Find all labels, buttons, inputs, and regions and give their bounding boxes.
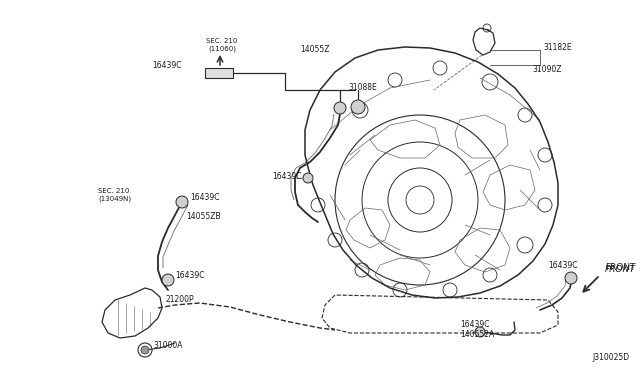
Text: 21200P: 21200P (165, 295, 194, 304)
Text: J310025D: J310025D (593, 353, 630, 362)
Text: (13049N): (13049N) (98, 196, 131, 202)
Circle shape (303, 173, 313, 183)
Circle shape (351, 100, 365, 114)
Text: 140552A: 140552A (460, 330, 494, 339)
Text: 31182E: 31182E (543, 44, 572, 52)
Bar (205, 68, 233, 78)
Text: 31000A: 31000A (153, 340, 182, 350)
Text: 14055ZB: 14055ZB (186, 212, 221, 221)
Text: 16439C: 16439C (175, 270, 205, 279)
Text: FRONT: FRONT (605, 266, 636, 275)
Text: (11060): (11060) (208, 46, 236, 52)
Circle shape (475, 327, 485, 337)
Text: 16439C: 16439C (460, 320, 490, 329)
Circle shape (141, 346, 149, 354)
Text: 31090Z: 31090Z (532, 65, 561, 74)
Circle shape (162, 274, 174, 286)
Text: SEC. 210: SEC. 210 (206, 38, 237, 44)
Text: 31088E: 31088E (348, 83, 377, 92)
Text: FRONT: FRONT (605, 263, 636, 273)
Text: 16439C: 16439C (272, 172, 301, 181)
Circle shape (565, 272, 577, 284)
Text: 14055Z: 14055Z (300, 45, 330, 54)
Text: SEC. 210: SEC. 210 (98, 188, 129, 194)
Circle shape (334, 102, 346, 114)
Text: 16439C: 16439C (152, 61, 182, 71)
Circle shape (176, 196, 188, 208)
Text: 16439C: 16439C (190, 192, 220, 202)
Text: 16439C: 16439C (548, 260, 577, 269)
